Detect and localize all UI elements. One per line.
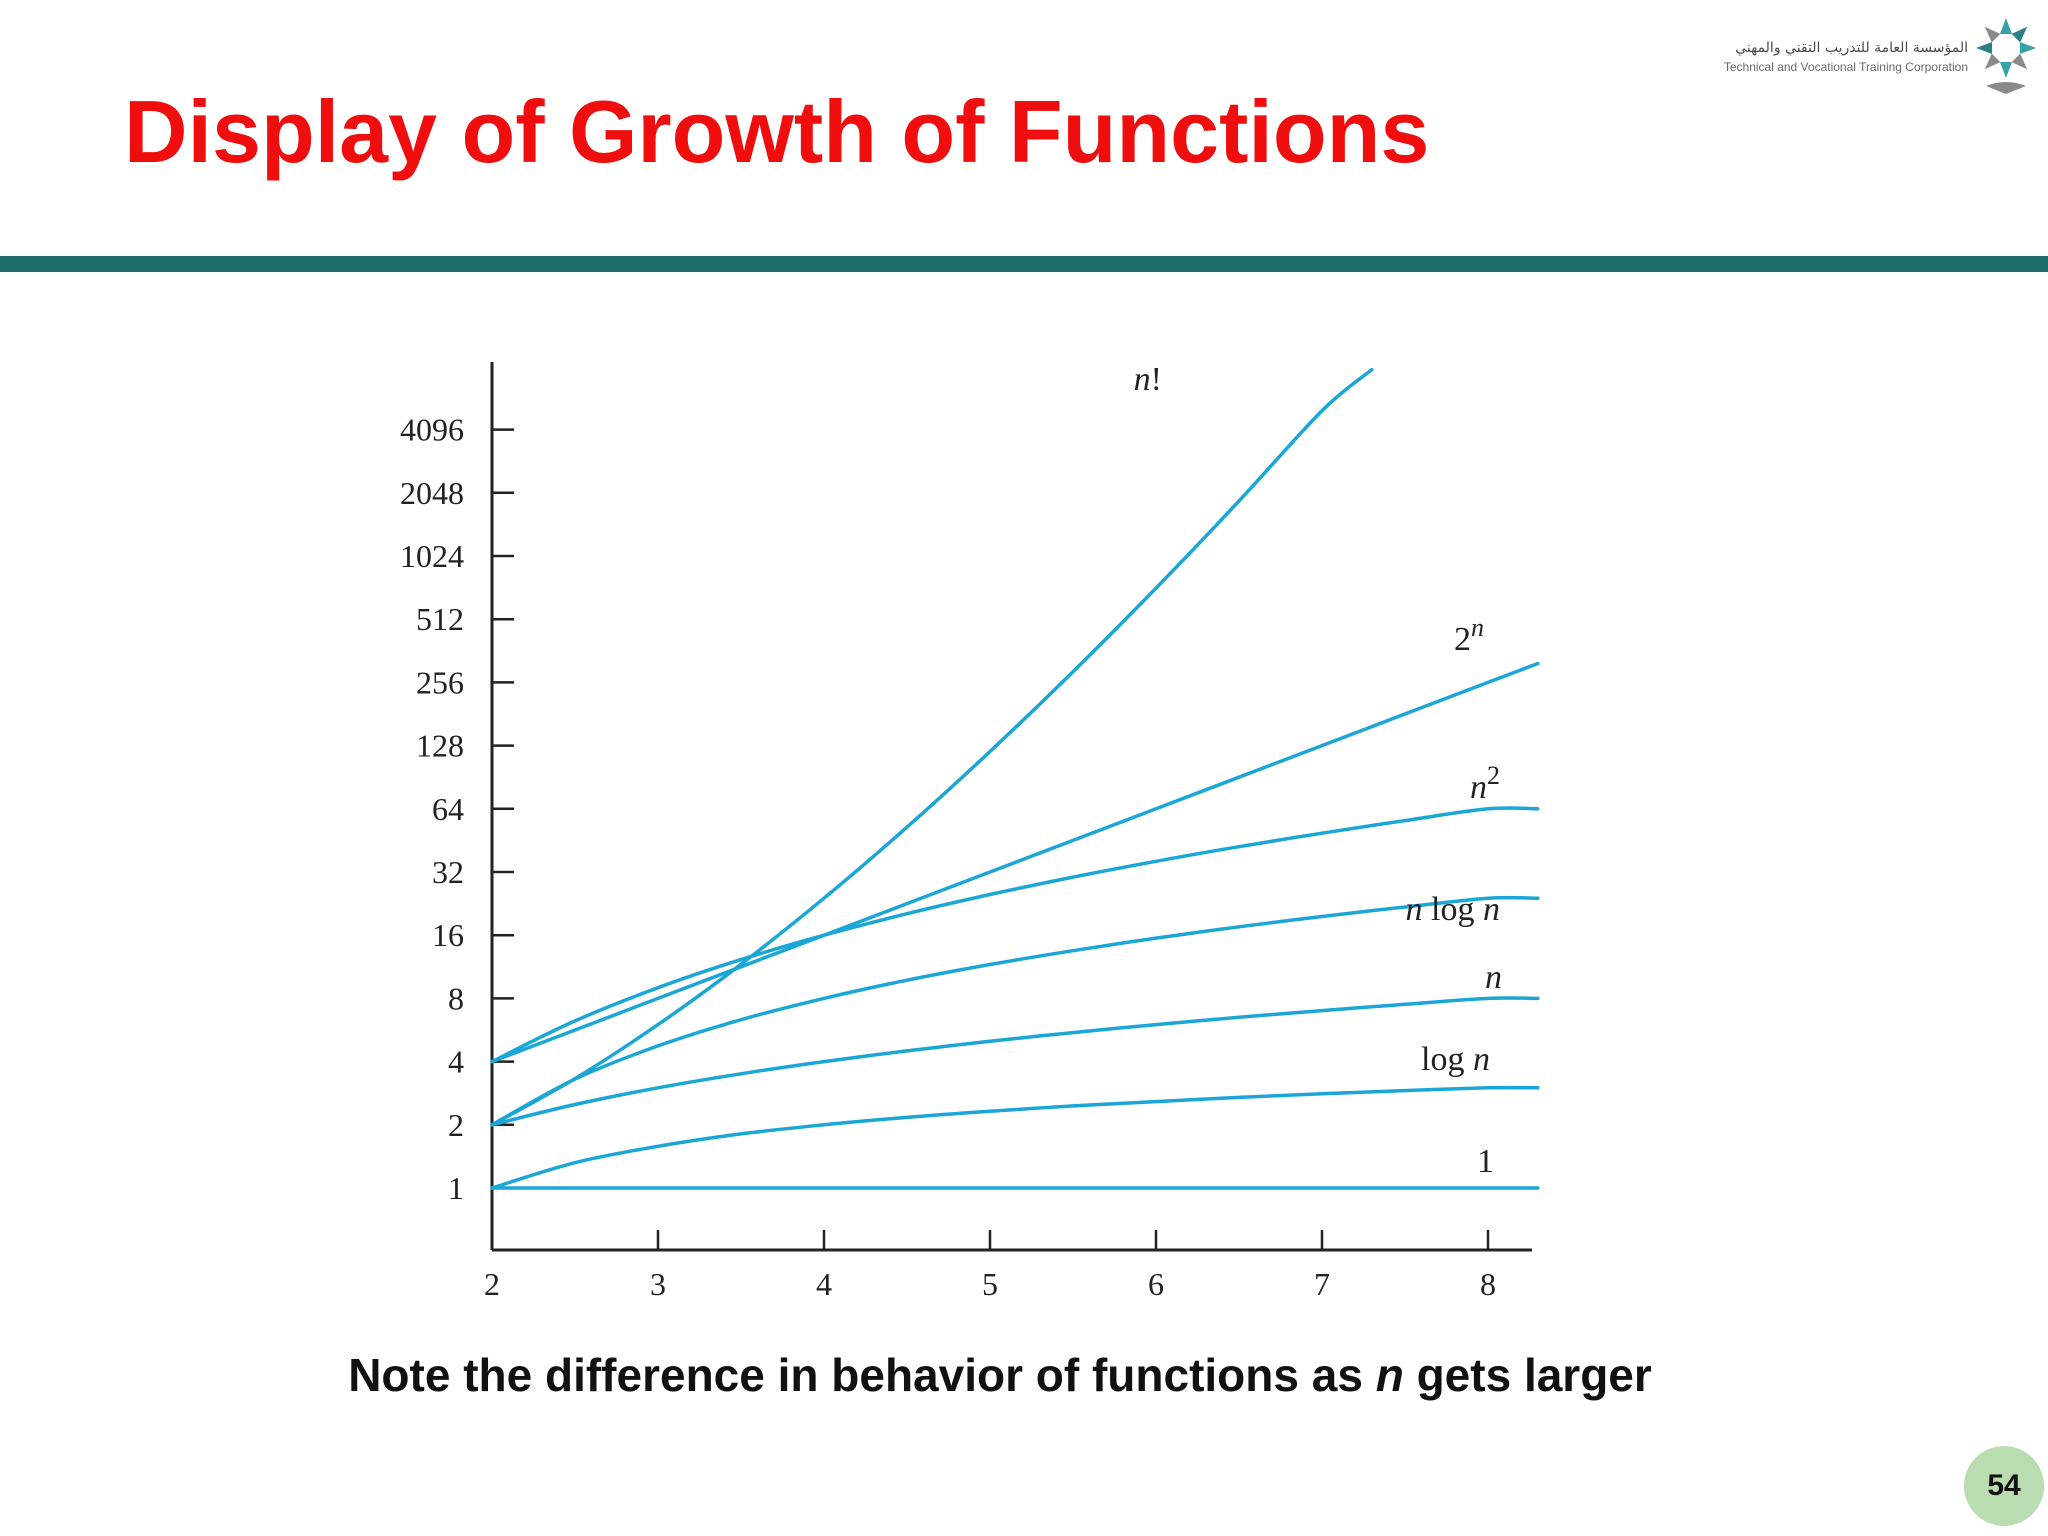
- y-tick-label: 256: [416, 664, 464, 700]
- chart-series-labels: 1 log n n n log n n2 2n n!: [1134, 361, 1502, 1180]
- y-tick-label: 4: [448, 1044, 464, 1080]
- y-tick-label: 2048: [400, 475, 464, 511]
- series-line-two-to-n: [490, 661, 1540, 1064]
- series-label-n-squared: n2: [1470, 761, 1500, 807]
- x-tick-label: 2: [484, 1266, 500, 1302]
- y-tick-label: 1024: [400, 538, 464, 574]
- x-tick-label: 3: [650, 1266, 666, 1302]
- logo-arabic-text: المؤسسة العامة للتدريب التقني والمهني: [1735, 40, 1968, 56]
- x-tick-label: 4: [816, 1266, 832, 1302]
- series-label-n-factorial: n!: [1134, 361, 1162, 398]
- series-line-n-factorial: [490, 367, 1374, 1127]
- series-label-n-log-n: n log n: [1406, 891, 1500, 928]
- y-tick-label: 32: [432, 854, 464, 890]
- y-tick-label: 4096: [400, 412, 464, 448]
- chart-axes: [490, 362, 1532, 1252]
- series-line-n-squared: [490, 806, 1540, 1064]
- y-tick-label: 64: [432, 791, 464, 827]
- organization-logo: المؤسسة العامة للتدريب التقني والمهني Te…: [1724, 8, 2044, 98]
- series-label-log-n: log n: [1421, 1041, 1490, 1078]
- chart-ticks: 1 2 4 8 16 32 64 128 256 512 1024 2048 4096 2 3 4 5 6 7 8: [400, 412, 1496, 1302]
- series-label-two-to-n: 2n: [1454, 613, 1484, 659]
- logo-english-text: Technical and Vocational Training Corpor…: [1723, 60, 1968, 74]
- caption-text-start: Note the difference in behavior of funct…: [348, 1349, 1376, 1401]
- x-tick-label: 8: [1480, 1266, 1496, 1302]
- page-number: 54: [1987, 1469, 2021, 1502]
- caption-variable: n: [1375, 1349, 1404, 1401]
- y-tick-label: 128: [416, 728, 464, 764]
- series-label-one: 1: [1477, 1143, 1494, 1180]
- title-divider: [0, 256, 2048, 272]
- caption-text-end: gets larger: [1403, 1349, 1652, 1401]
- y-tick-label: 16: [432, 917, 464, 953]
- series-line-n: [490, 996, 1540, 1127]
- y-tick-label: 2: [448, 1107, 464, 1143]
- y-tick-label: 8: [448, 980, 464, 1016]
- x-tick-label: 7: [1314, 1266, 1330, 1302]
- slide-title: Display of Growth of Functions: [124, 82, 1430, 181]
- y-tick-label: 512: [416, 601, 464, 637]
- y-tick-label: 1: [448, 1170, 464, 1206]
- slide-caption: Note the difference in behavior of funct…: [0, 1348, 2000, 1402]
- series-line-n-log-n: [490, 895, 1540, 1127]
- page-number-badge: 54: [1964, 1446, 2044, 1526]
- x-tick-label: 5: [982, 1266, 998, 1302]
- tvtc-star-logo-icon: [1976, 18, 2036, 94]
- series-line-log-n: [490, 1085, 1540, 1190]
- x-tick-label: 6: [1148, 1266, 1164, 1302]
- series-label-n: n: [1485, 959, 1502, 996]
- chart-series: [490, 367, 1540, 1190]
